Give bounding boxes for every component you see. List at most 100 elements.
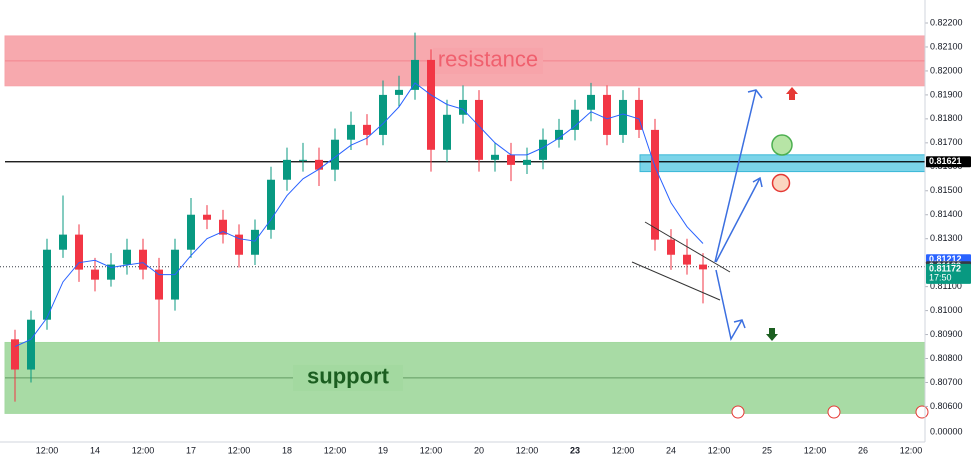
target-circle [771, 173, 791, 193]
candle-body [363, 124, 371, 135]
price-box-label: 0.81172 [929, 264, 961, 274]
zone-label: resistance [438, 47, 538, 72]
label-bg [433, 47, 543, 74]
projection-arrow [714, 89, 757, 263]
label-bg [293, 364, 403, 391]
y-tick-label: 0.81400 [930, 209, 963, 219]
candle-body [651, 129, 659, 240]
candle-body [331, 139, 339, 170]
target-circle [771, 134, 793, 156]
arrow-head [747, 89, 763, 99]
candle-body [603, 94, 611, 135]
x-tick-label: 19 [378, 445, 388, 455]
x-tick-label: 12:00 [420, 445, 443, 455]
price-box-sub: 17:50 [929, 273, 952, 283]
candle-body [635, 99, 643, 130]
candle-body [475, 99, 483, 160]
up-arrow-icon [786, 87, 798, 100]
candle-body [299, 159, 307, 161]
y-tick-label: 0.81300 [930, 233, 963, 243]
y-tick-label: 0.81700 [930, 137, 963, 147]
x-tick-label: 14 [90, 445, 100, 455]
candle-body [11, 339, 19, 370]
x-tick-label: 12:00 [708, 445, 731, 455]
candle-body [43, 249, 51, 320]
candle-body [683, 254, 691, 265]
candle-body [459, 99, 467, 115]
candle-body [75, 234, 83, 270]
projection-arrow [715, 269, 743, 342]
y-tick-label: 0.80700 [930, 377, 963, 387]
candle-body [107, 264, 115, 280]
x-tick-label: 25 [762, 445, 772, 455]
price-box [926, 263, 971, 284]
price-box [926, 156, 971, 168]
candle-body [235, 234, 243, 255]
y-tick-label: 0.81000 [930, 305, 963, 315]
candle-body [315, 159, 323, 170]
candle-body [571, 109, 579, 130]
candle-body [587, 94, 595, 110]
y-tick-label: 0.80600 [930, 401, 963, 411]
candle-body [59, 234, 67, 250]
candle-body [203, 214, 211, 220]
candle-body [187, 214, 195, 250]
candle-body [395, 89, 403, 95]
channel-line [644, 221, 731, 273]
event-icon[interactable] [827, 405, 841, 419]
projection-arrow [715, 177, 761, 263]
x-tick-label: 12:00 [900, 445, 923, 455]
y-tick-label: 0.82200 [930, 17, 963, 27]
candle-body [139, 249, 147, 270]
x-tick-label: 12:00 [804, 445, 827, 455]
candle-body [27, 319, 35, 370]
candle-body [155, 269, 163, 300]
candle-body [91, 269, 99, 280]
candle-body [347, 124, 355, 140]
x-tick-label: 17 [186, 445, 196, 455]
candle-body [267, 179, 275, 230]
candle-body [507, 154, 515, 165]
candle-body [379, 94, 387, 135]
candle-body [427, 59, 435, 150]
event-icon[interactable] [731, 405, 745, 419]
x-tick-label: 12:00 [228, 445, 251, 455]
y-tick-label: 0.82100 [930, 41, 963, 51]
candle-body [491, 154, 499, 160]
y-tick-label: 0.81900 [930, 89, 963, 99]
candle-body [555, 129, 563, 140]
candle-body [619, 99, 627, 135]
x-tick-label: 12:00 [132, 445, 155, 455]
candle-body [251, 229, 259, 255]
y-tick-label: 0.80900 [930, 329, 963, 339]
zone [639, 154, 926, 173]
plot [0, 32, 925, 402]
y-tick-label: 0.81500 [930, 185, 963, 195]
zone-label: support [307, 364, 390, 389]
candle-body [411, 59, 419, 90]
drawings [631, 87, 929, 419]
y-tick-label: 0.82000 [930, 65, 963, 75]
candle-body [443, 114, 451, 150]
y-tick-label: 0.80800 [930, 353, 963, 363]
candle-body [699, 264, 707, 270]
axis-footer: 0.00000 [930, 426, 963, 436]
moving-average [14, 82, 704, 347]
channel-line [631, 261, 721, 301]
candle-body [283, 159, 291, 180]
candle-body [219, 219, 227, 235]
x-tick-label: 18 [282, 445, 292, 455]
price-box-label: 0.81621 [929, 156, 962, 166]
candle-body [123, 249, 131, 265]
y-tick-label: 0.81800 [930, 113, 963, 123]
down-arrow-icon [766, 328, 778, 341]
candle-body [523, 159, 531, 165]
x-tick-label: 23 [570, 445, 580, 455]
x-tick-label: 26 [858, 445, 868, 455]
axes: 0.00000 0.82200 0.82100 0.82000 0.81900 0.81… [0, 0, 963, 455]
x-tick-label: 20 [474, 445, 484, 455]
event-icon[interactable] [915, 405, 929, 419]
x-tick-label: 12:00 [612, 445, 635, 455]
